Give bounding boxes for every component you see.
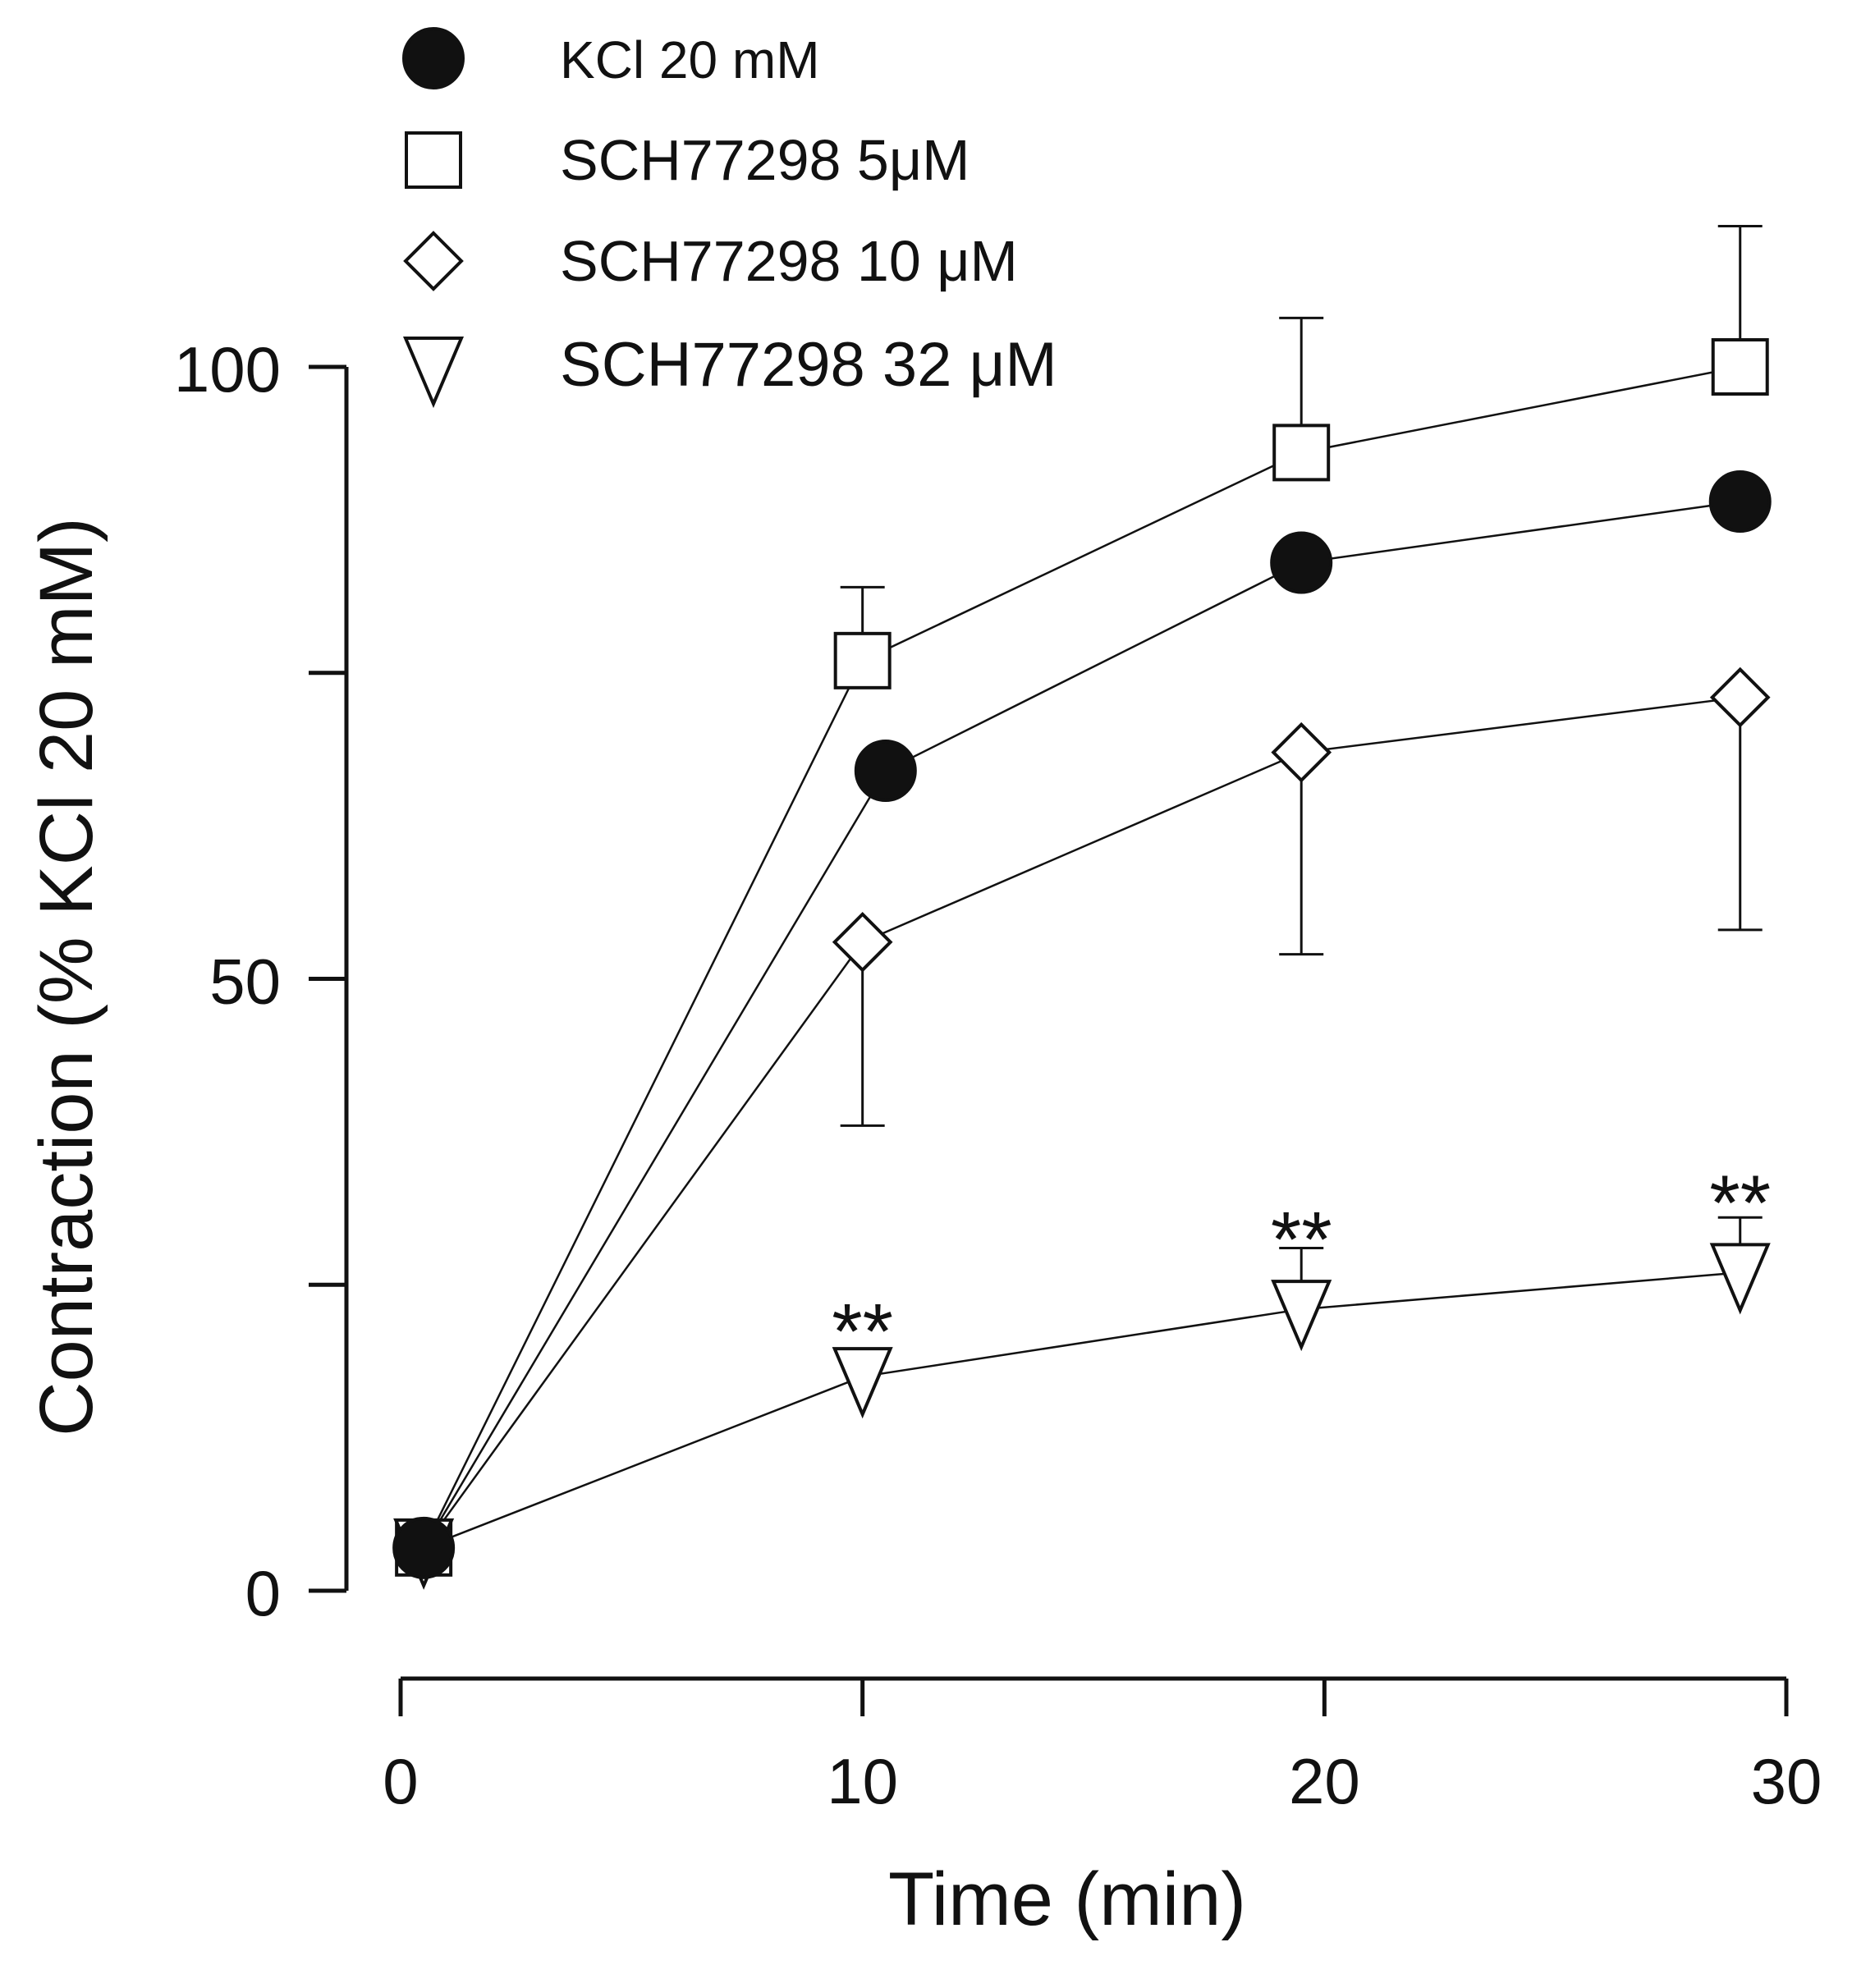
legend-marker-kcl-20-mm [402, 27, 465, 89]
legend-marker-sch77298-5-m [405, 131, 462, 189]
data-point-sch77298-5-m [833, 631, 892, 689]
x-tick-label: 0 [383, 1745, 418, 1817]
data-point-kcl-20-mm [392, 1516, 456, 1579]
series-line-sch77298-5-m [423, 365, 1740, 1549]
y-tick-label: 50 [209, 946, 281, 1018]
data-point-sch77298-10-m [1271, 721, 1332, 783]
data-point-kcl-20-mm [1708, 470, 1772, 534]
data-point-sch77298-5-m [1272, 424, 1331, 482]
series-line-kcl-20-mm [423, 500, 1740, 1549]
x-tick-label: 20 [1289, 1745, 1360, 1817]
series-line-sch77298-10-m [423, 696, 1740, 1549]
legend-label: KCl 20 mM [560, 30, 820, 89]
significance-label: ** [1709, 1159, 1771, 1247]
legend: KCl 20 mM SCH77298 5μM SCH77298 10 μM SCH77… [402, 27, 1057, 409]
x-tick-label: 30 [1751, 1745, 1822, 1817]
data-point-sch77298-32-m [832, 1347, 893, 1419]
y-tick-label: 100 [174, 333, 281, 405]
data-point-sch77298-32-m [1271, 1280, 1332, 1352]
legend-marker-sch77298-10-m [403, 231, 464, 291]
legend-marker-sch77298-32-m [402, 337, 465, 409]
x-axis-label: Time (min) [888, 1857, 1246, 1941]
data-point-sch77298-10-m [832, 911, 893, 973]
data-point-sch77298-32-m [1709, 1243, 1771, 1315]
significance-label: ** [1271, 1196, 1332, 1284]
series-lines [423, 365, 1740, 1549]
data-point-kcl-20-mm [854, 740, 917, 803]
y-tick-label: 0 [245, 1557, 281, 1629]
series-line-sch77298-32-m [423, 1271, 1740, 1549]
x-tick-label: 10 [827, 1745, 898, 1817]
y-axis-label: Contraction (% KCl 20 mM) [25, 517, 108, 1436]
axes: 0 50 100 0 10 20 30 [174, 333, 1822, 1817]
significance-annotations: ** ** ** [832, 1159, 1771, 1376]
significance-label: ** [832, 1288, 893, 1376]
legend-label: SCH77298 32 μM [560, 330, 1057, 400]
legend-label: SCH77298 5μM [560, 128, 970, 192]
data-markers [392, 338, 1772, 1590]
data-point-sch77298-10-m [1709, 666, 1771, 728]
legend-label: SCH77298 10 μM [560, 229, 1018, 293]
data-point-sch77298-5-m [1711, 338, 1769, 396]
data-point-kcl-20-mm [1270, 531, 1333, 594]
